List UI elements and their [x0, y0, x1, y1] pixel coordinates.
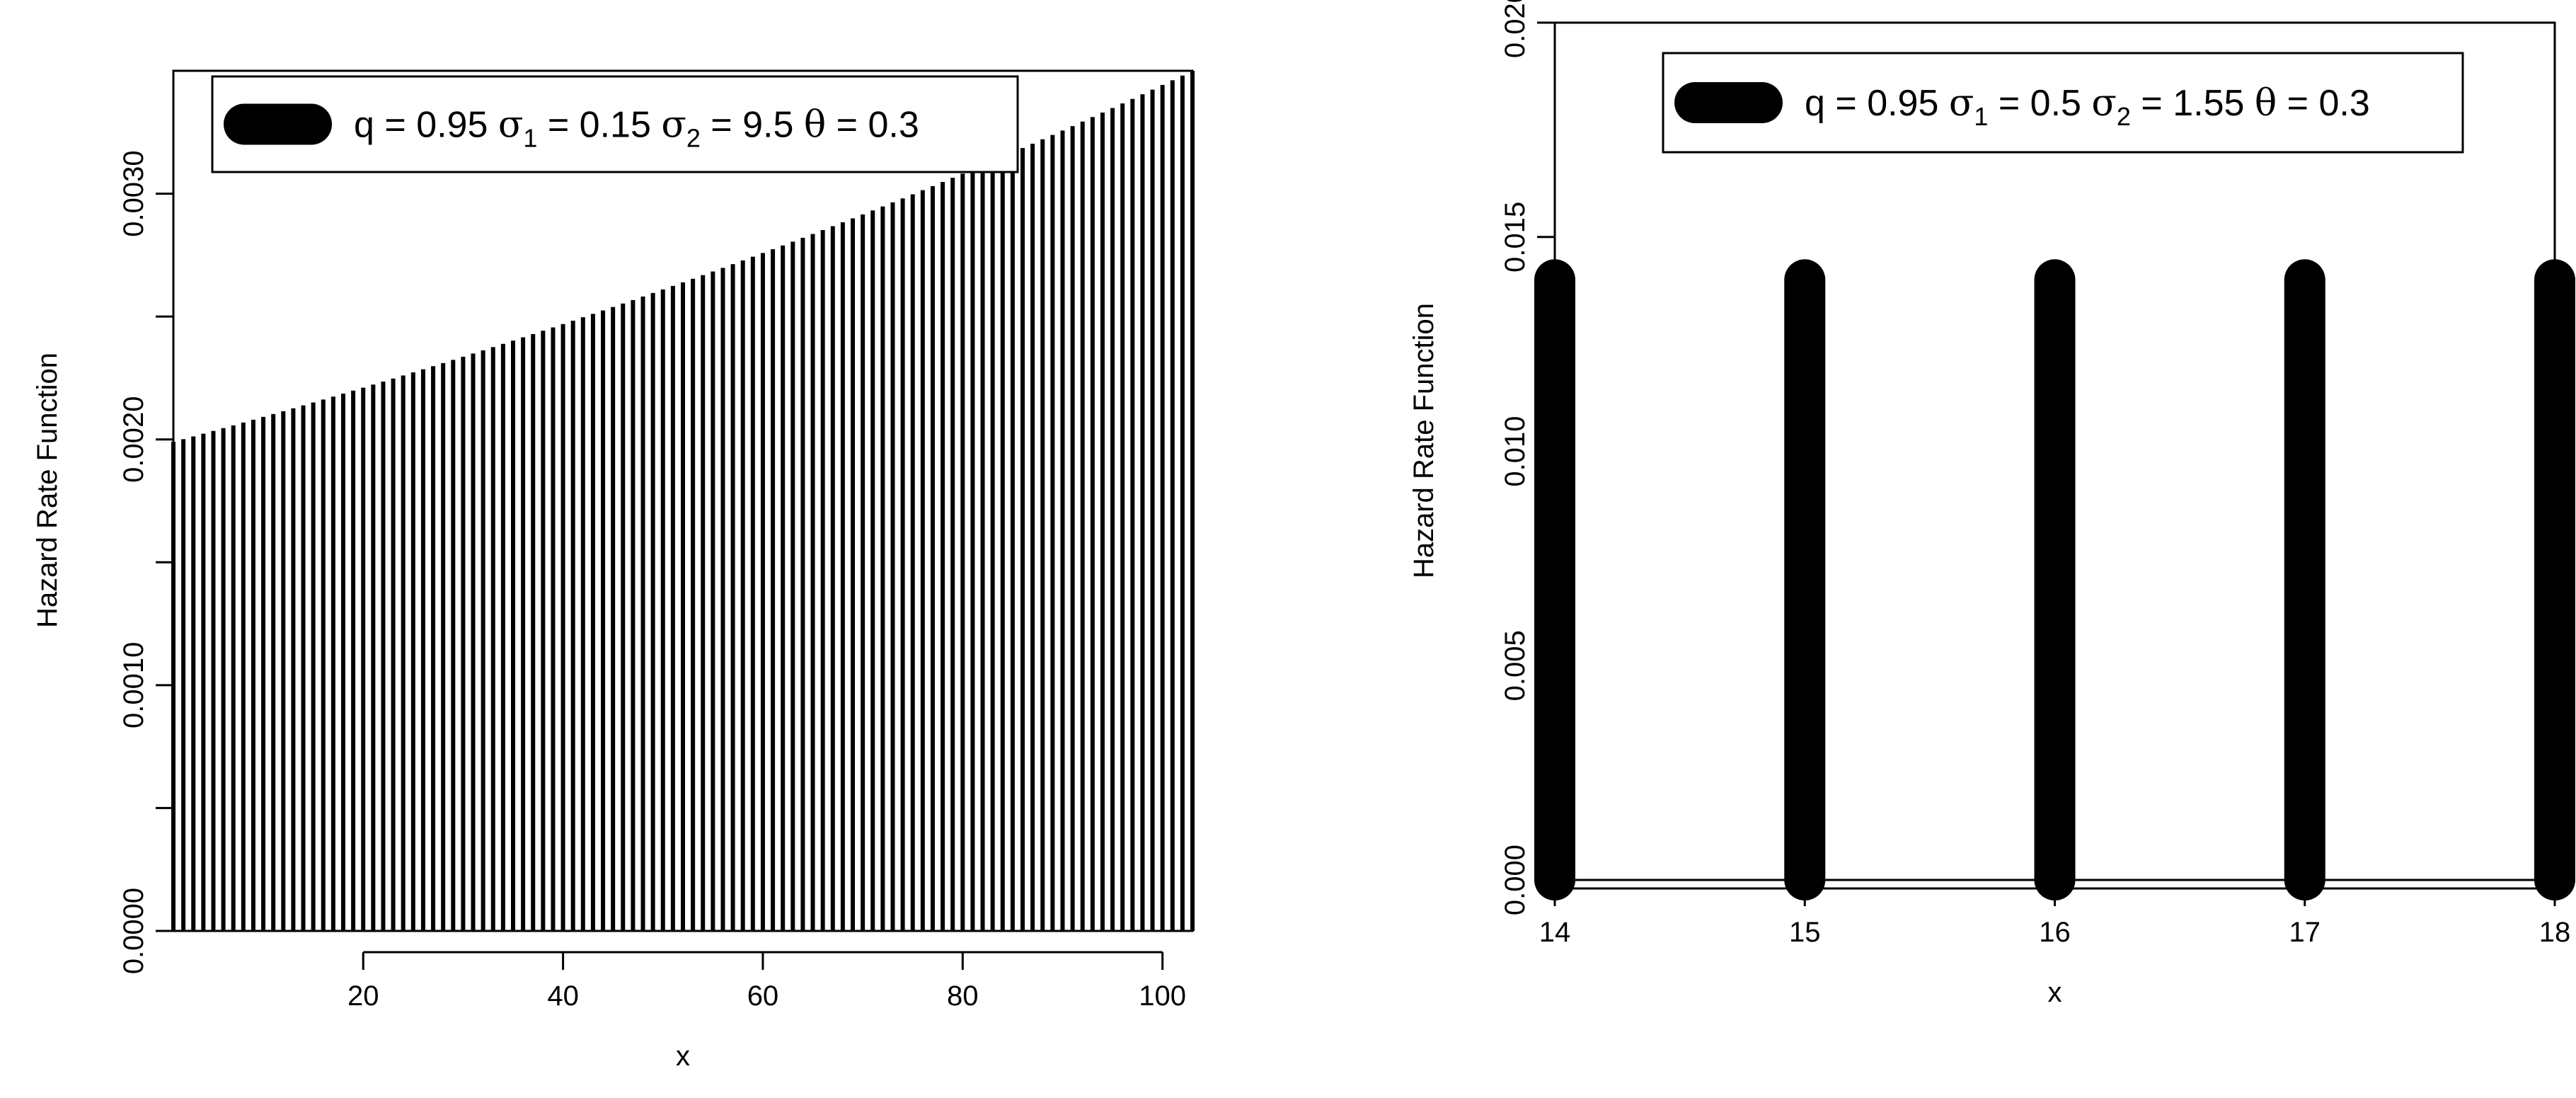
y-axis-title: Hazard Rate Function: [32, 353, 63, 628]
x-tick-label: 15: [1789, 917, 1821, 948]
x-tick-label: 60: [747, 980, 779, 1012]
x-axis-title: x: [2048, 977, 2062, 1008]
legend: q = 0.95 σ1 = 0.5 σ2 = 1.55 θ = 0.3: [1662, 52, 2464, 154]
y-tick-label: 0.0020: [118, 396, 149, 483]
y-tick-label: 0.015: [1500, 202, 1531, 273]
y-axis-title: Hazard Rate Function: [1408, 303, 1439, 578]
y-tick-label: 0.0000: [118, 888, 149, 974]
chart-panel-2: 0.000 0.005 0.010 0.015 0.020 14 15 16 17 18 x Haza…: [1408, 0, 2575, 1008]
x-axis: 20 40 60 80 100: [347, 951, 1186, 1012]
y-tick-label: 0.0030: [118, 150, 149, 236]
y-tick-label: 0.0010: [118, 642, 149, 728]
legend-box: [211, 75, 1019, 173]
x-tick-label: 80: [947, 980, 979, 1012]
y-tick-label: 0.000: [1500, 845, 1531, 915]
chart-panel-1: 0.0000 0.0010 0.0020 0.0030 20 40 60 80 100 x Haza…: [32, 69, 1195, 1072]
x-axis-title: x: [676, 1041, 690, 1072]
bar-series: [1534, 259, 2575, 900]
y-tick-label: 0.005: [1500, 630, 1531, 701]
legend-label: q = 0.95 σ1 = 0.5 σ2 = 1.55 θ = 0.3: [1805, 82, 2370, 131]
x-tick-label: 17: [2289, 917, 2321, 948]
x-tick-label: 100: [1139, 980, 1186, 1012]
x-tick-label: 14: [1539, 917, 1571, 948]
bar-series: [171, 71, 1195, 931]
y-tick-label: 0.020: [1500, 0, 1531, 58]
legend-box: [1662, 52, 2464, 154]
y-axis: 0.000 0.005 0.010 0.015 0.020: [1500, 0, 1556, 915]
x-tick-label: 18: [2539, 917, 2571, 948]
y-axis: 0.0000 0.0010 0.0020 0.0030: [118, 150, 175, 974]
x-tick-label: 40: [547, 980, 579, 1012]
y-tick-label: 0.010: [1500, 416, 1531, 486]
legend: q = 0.95 σ1 = 0.15 σ2 = 9.5 θ = 0.3: [211, 75, 1019, 173]
legend-label: q = 0.95 σ1 = 0.15 σ2 = 9.5 θ = 0.3: [354, 104, 919, 153]
x-axis: 14 15 16 17 18: [1539, 887, 2571, 948]
x-tick-label: 20: [347, 980, 379, 1012]
x-tick-label: 16: [2039, 917, 2071, 948]
